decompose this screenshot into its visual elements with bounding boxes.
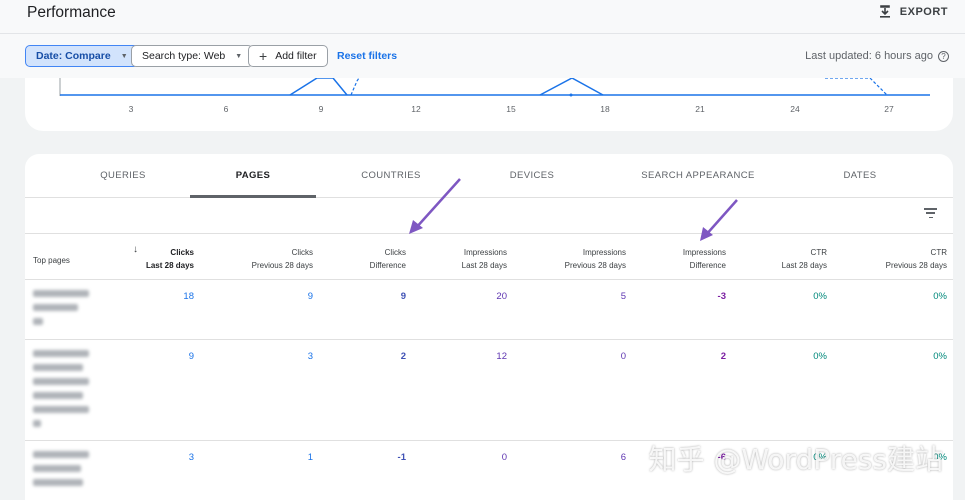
x-tick-label: 12 [411,104,421,114]
blurred-page-url [33,350,89,434]
filter-rows-icon[interactable] [924,208,937,221]
tab-pages[interactable]: PAGES [235,170,271,181]
reset-filters-link[interactable]: Reset filters [337,50,398,62]
column-period: Last 28 days [781,261,827,270]
column-metric: Impressions [582,248,626,257]
column-header[interactable]: Impressions Difference [683,246,726,272]
column-metric: Clicks [170,248,194,257]
column-metric: CTR [930,248,947,257]
x-tick-label: 6 [223,104,229,114]
table-cell: 18 [183,291,194,302]
table-header: Top pages ↓ Clicks Last 28 days Clicks Prev… [25,233,953,280]
column-metric: CTR [810,248,827,257]
page-title: Performance [27,4,116,21]
search-type-label: Search type: Web [142,50,226,62]
blurred-page-url [33,290,89,332]
table-cell: 9 [307,291,313,302]
table-cell: 0% [813,291,827,302]
help-icon[interactable]: ? [938,50,949,62]
column-period: Difference [689,261,726,270]
add-filter-label: Add filter [275,50,317,62]
table-cell: 0% [813,452,827,463]
table-cell: 3 [307,351,313,362]
table-cell: 0% [933,452,947,463]
x-tick-label: 21 [695,104,705,114]
column-header[interactable]: Clicks Difference [370,246,406,272]
top-pages-header: Top pages [33,256,70,265]
table-row[interactable]: 3 1 -1 0 6 -6 0% 0% [25,441,953,500]
column-header[interactable]: Impressions Previous 28 days [565,246,626,272]
last-updated: Last updated: 6 hours ago ? [805,50,949,62]
table-cell: 0% [933,351,947,362]
table-cell: 3 [188,452,194,463]
column-metric: Clicks [291,248,313,257]
table-cell: 6 [620,452,626,463]
column-period: Previous 28 days [564,261,626,270]
x-tick-label: 3 [128,104,134,114]
column-period: Previous 28 days [885,261,947,270]
tab-countries[interactable]: COUNTRIES [361,170,421,181]
chart-card: 3 6 9 12 15 18 21 24 27 [25,78,953,131]
add-filter-button[interactable]: + Add filter [248,45,328,67]
search-type-chip[interactable]: Search type: Web ▼ [131,45,254,67]
column-period: Previous 28 days [251,261,313,270]
top-bar: Performance EXPORT [0,0,965,34]
table-cell: 0% [933,291,947,302]
column-header[interactable]: Clicks Previous 28 days [252,246,313,272]
x-tick-label: 9 [318,104,324,114]
date-filter-chip[interactable]: Date: Compare ▼ [25,45,139,67]
sort-down-icon[interactable]: ↓ [133,244,138,255]
dimension-tabs: QUERIES PAGES COUNTRIES DEVICES SEARCH A… [25,154,953,198]
column-period: Difference [369,261,406,270]
table-cell: 20 [496,291,507,302]
column-header[interactable]: CTR Last 28 days [782,246,827,272]
date-filter-label: Date: Compare [36,50,111,62]
column-metric: Clicks [384,248,406,257]
download-icon [879,5,890,18]
tab-devices[interactable]: DEVICES [509,170,555,181]
performance-chart [59,78,930,97]
table-cell: 0 [620,351,626,362]
x-tick-label: 15 [506,104,516,114]
table-cell: 5 [620,291,626,302]
x-tick-label: 18 [600,104,610,114]
column-period: Last 28 days [145,261,194,270]
column-metric: Impressions [682,248,726,257]
table-cell: 1 [307,452,313,463]
x-tick-label: 27 [884,104,894,114]
last-updated-text: Last updated: 6 hours ago [805,50,933,62]
table-cell: 12 [496,351,507,362]
table-cell: 2 [720,351,726,362]
dropdown-icon: ▼ [120,52,128,60]
tab-queries[interactable]: QUERIES [100,170,146,181]
column-header[interactable]: Clicks Last 28 days [146,246,194,272]
table-cell: 0% [813,351,827,362]
column-period: Last 28 days [461,261,507,270]
column-metric: Impressions [463,248,507,257]
table-cell: 0 [501,452,507,463]
filter-bar: Date: Compare ▼ Search type: Web ▼ + Add fi… [0,34,965,78]
table-card: QUERIES PAGES COUNTRIES DEVICES SEARCH A… [25,154,953,500]
blurred-page-url [33,451,89,493]
table-cell: -6 [717,452,726,463]
plus-icon: + [259,48,268,64]
active-tab-indicator [190,195,316,198]
export-label: EXPORT [899,6,948,18]
dropdown-icon: ▼ [235,52,243,60]
table-cell: 2 [400,351,406,362]
export-button[interactable]: EXPORT [878,5,948,19]
table-row[interactable]: 9 3 2 12 0 2 0% 0% [25,340,953,441]
tab-search-appearance[interactable]: SEARCH APPEARANCE [641,170,755,181]
x-tick-label: 24 [790,104,800,114]
column-header[interactable]: Impressions Last 28 days [462,246,507,272]
tab-dates[interactable]: DATES [843,170,877,181]
column-header[interactable]: CTR Previous 28 days [886,246,947,272]
table-cell: 9 [188,351,194,362]
table-cell: -3 [717,291,726,302]
table-cell: -1 [397,452,406,463]
table-row[interactable]: 18 9 9 20 5 -3 0% 0% [25,280,953,340]
table-cell: 9 [400,291,406,302]
